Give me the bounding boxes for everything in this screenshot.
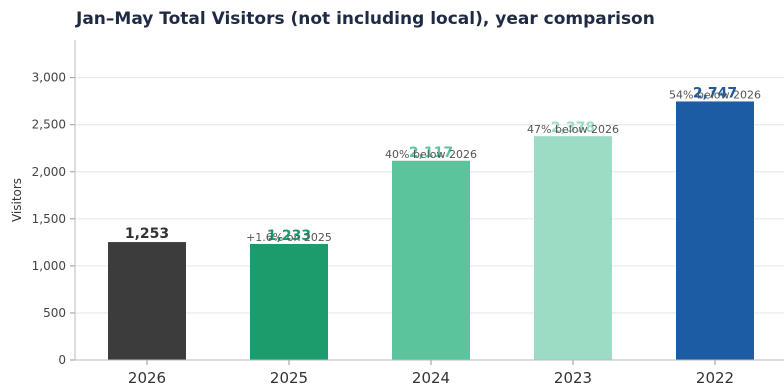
chart-title: Jan–May Total Visitors (not including lo… [76, 9, 655, 29]
comparison-annotation: +1.6% on 2025 [246, 231, 332, 244]
y-tick-label: 1,000 [32, 259, 66, 273]
y-tick-label: 3,000 [32, 71, 66, 85]
value-label: 1,233 [267, 228, 311, 244]
comparison-annotation: 54% below 2026 [669, 88, 761, 101]
x-tick-label: 2022 [696, 369, 734, 385]
comparison-annotation: 40% below 2026 [385, 148, 477, 161]
value-label: 2,378 [551, 120, 595, 136]
bars [108, 101, 754, 360]
x-tick-label: 2023 [554, 369, 592, 385]
value-label: 1,253 [125, 226, 169, 242]
bar-2023 [534, 136, 612, 360]
y-tick-label: 2,000 [32, 165, 66, 179]
value-label: 2,747 [693, 85, 737, 101]
y-tick-label: 500 [43, 306, 66, 320]
axes: 0 500 1,000 1,500 2,000 2,500 3,000 2026 2025 202… [32, 40, 784, 385]
bar-2026 [108, 242, 186, 360]
comparison-annotation: 47% below 2026 [527, 123, 619, 136]
x-tick-label: 2024 [412, 369, 450, 385]
value-label: 2,117 [409, 145, 453, 161]
x-tick-label: 2025 [270, 369, 308, 385]
y-tick-label: 1,500 [32, 212, 66, 226]
y-tick-label: 0 [58, 353, 66, 367]
bar-2024 [392, 160, 470, 360]
x-tick-label: 2026 [128, 369, 166, 385]
bar-2022 [676, 101, 754, 360]
y-tick-label: 2,500 [32, 118, 66, 132]
y-axis-label: Visitors [10, 178, 24, 222]
bar-2025 [250, 243, 328, 360]
